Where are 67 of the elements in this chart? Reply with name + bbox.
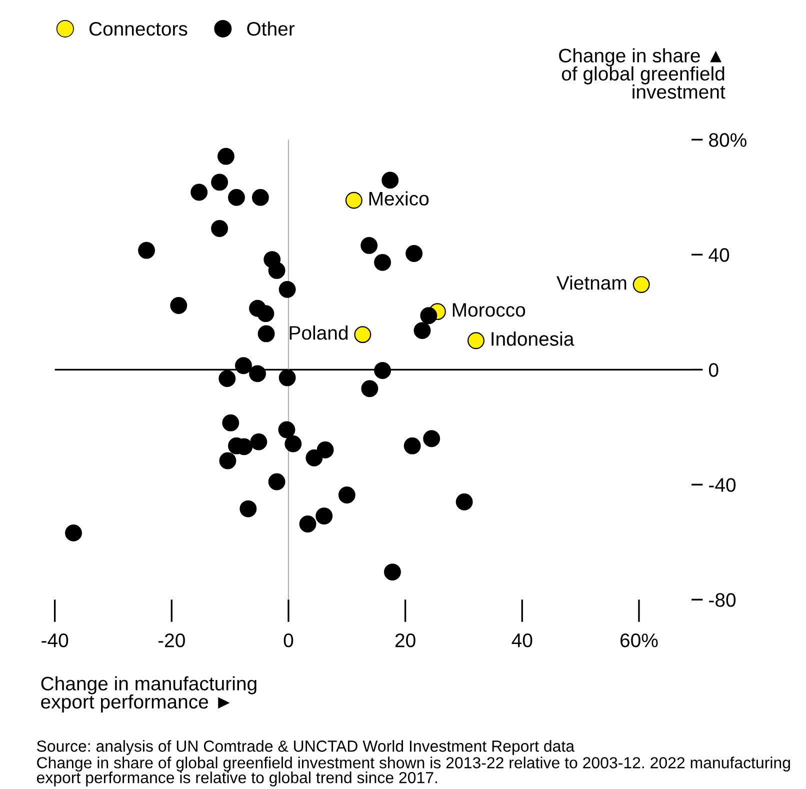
point xyxy=(249,365,266,382)
point xyxy=(170,297,188,314)
annotation: Poland xyxy=(290,326,348,340)
x-tick-label: 0 xyxy=(284,633,294,648)
point xyxy=(278,421,296,438)
point xyxy=(235,357,252,374)
point xyxy=(190,184,208,201)
point xyxy=(316,508,333,524)
point xyxy=(240,500,257,518)
point xyxy=(217,148,234,165)
point xyxy=(384,564,401,581)
x-tick-label: -40 xyxy=(42,633,68,648)
point xyxy=(374,362,391,379)
annotation: Vietnam xyxy=(556,275,626,290)
point xyxy=(222,414,240,432)
point xyxy=(374,254,391,271)
point xyxy=(316,441,334,458)
annotation: Mexico xyxy=(369,191,429,206)
x-tick-label: 60% xyxy=(620,633,658,648)
point xyxy=(278,280,296,298)
point xyxy=(268,473,286,490)
y-tick-label: 40 xyxy=(708,248,730,262)
y-axis-title: Change in share ▲ of global greenfield investment xyxy=(559,48,726,99)
point xyxy=(456,493,473,510)
point xyxy=(218,370,236,388)
y-tick-label: -80 xyxy=(709,593,736,607)
point xyxy=(414,322,431,340)
point xyxy=(65,524,82,542)
point xyxy=(278,369,296,386)
point xyxy=(306,449,323,466)
point xyxy=(211,174,228,191)
y-tick-label: -40 xyxy=(709,478,736,492)
legend-label: Other xyxy=(247,21,295,36)
point xyxy=(250,433,268,450)
x-axis-title: Change in manufacturing export performance ► xyxy=(41,676,256,712)
point xyxy=(382,172,399,189)
source-note: Source: analysis of UN Comtrade & UNCTAD World Investment Report data xyxy=(36,740,575,755)
legend-label: Connectors xyxy=(89,22,188,36)
annotation: Morocco xyxy=(452,303,526,317)
point xyxy=(138,242,155,259)
point xyxy=(284,435,302,452)
text: Change in share of global greenfield investment shown is 2013-22 relative to 2003-12. 2022 manufacturing export performance is relative to global trend since 2017. xyxy=(36,756,790,786)
point xyxy=(361,380,378,398)
y-tick-label: 80% xyxy=(709,133,746,147)
point xyxy=(420,307,438,324)
point xyxy=(338,486,356,504)
point xyxy=(299,516,316,532)
x-tick-label: 40 xyxy=(512,633,532,648)
x-tick-label: -20 xyxy=(158,633,185,648)
point xyxy=(345,192,362,209)
y-tick-label: 0 xyxy=(708,363,718,377)
point xyxy=(219,452,236,470)
point xyxy=(404,437,421,454)
x-tick-label: 20 xyxy=(395,633,416,648)
point xyxy=(360,236,378,254)
point xyxy=(423,430,440,448)
point xyxy=(632,276,650,294)
point xyxy=(228,188,245,206)
point xyxy=(257,305,274,322)
point xyxy=(258,325,275,342)
annotation: Indonesia xyxy=(492,332,574,346)
point xyxy=(211,220,228,237)
point xyxy=(354,326,372,344)
point xyxy=(468,332,484,350)
point xyxy=(252,188,269,206)
point xyxy=(268,262,286,279)
point xyxy=(406,245,423,262)
